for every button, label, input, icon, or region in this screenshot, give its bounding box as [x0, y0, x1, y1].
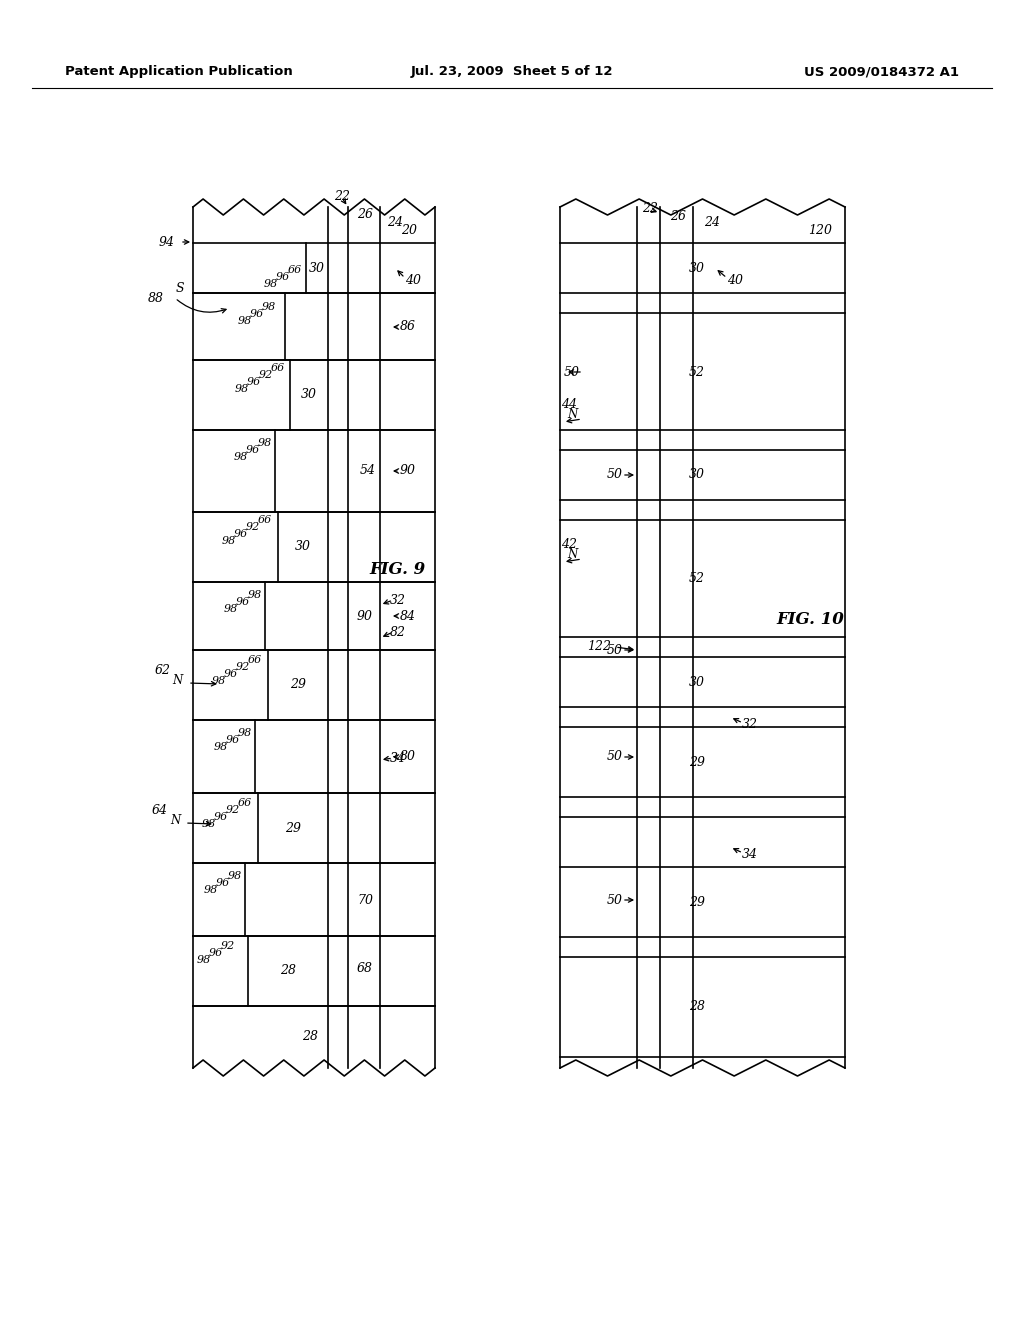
- Text: 29: 29: [285, 821, 301, 834]
- Text: 42: 42: [561, 539, 577, 552]
- Text: 50: 50: [607, 894, 623, 907]
- Text: 52: 52: [689, 366, 705, 379]
- Text: 32: 32: [390, 594, 406, 606]
- Text: N: N: [170, 813, 180, 826]
- Text: 44: 44: [561, 399, 577, 412]
- Text: 28: 28: [689, 1001, 705, 1014]
- Text: 26: 26: [357, 209, 373, 222]
- Text: 96: 96: [246, 445, 260, 455]
- Text: 98: 98: [204, 884, 218, 895]
- Text: N: N: [567, 549, 578, 561]
- Text: 98: 98: [238, 315, 252, 326]
- Text: 98: 98: [262, 302, 276, 312]
- Text: FIG. 9: FIG. 9: [370, 561, 426, 578]
- Text: 22: 22: [642, 202, 658, 214]
- Text: 62: 62: [155, 664, 171, 676]
- Text: Patent Application Publication: Patent Application Publication: [65, 66, 293, 78]
- Text: 92: 92: [236, 663, 250, 672]
- Text: 66: 66: [238, 799, 252, 808]
- Text: 50: 50: [607, 644, 623, 656]
- Text: 98: 98: [264, 279, 279, 289]
- Text: 22: 22: [334, 190, 350, 202]
- Text: 26: 26: [670, 210, 686, 223]
- Text: 84: 84: [400, 610, 416, 623]
- Text: 66: 66: [271, 363, 285, 374]
- Text: 96: 96: [236, 597, 250, 607]
- Text: 98: 98: [224, 605, 239, 614]
- Text: FIG. 10: FIG. 10: [776, 611, 844, 628]
- Text: 29: 29: [290, 678, 306, 692]
- Text: 54: 54: [360, 465, 376, 478]
- Text: Jul. 23, 2009  Sheet 5 of 12: Jul. 23, 2009 Sheet 5 of 12: [411, 66, 613, 78]
- Text: 30: 30: [689, 469, 705, 482]
- Text: 90: 90: [400, 465, 416, 478]
- Text: 28: 28: [302, 1031, 318, 1044]
- Text: 20: 20: [401, 223, 417, 236]
- Text: N: N: [172, 673, 182, 686]
- Text: 82: 82: [390, 626, 406, 639]
- Text: 98: 98: [238, 729, 252, 738]
- Text: 92: 92: [226, 805, 240, 814]
- Text: 66: 66: [258, 515, 272, 525]
- Text: 98: 98: [202, 818, 216, 829]
- Text: 92: 92: [221, 941, 236, 950]
- Text: 98: 98: [214, 742, 228, 752]
- Text: 98: 98: [228, 871, 242, 880]
- Text: 92: 92: [246, 521, 260, 532]
- Text: 50: 50: [607, 751, 623, 763]
- Text: 32: 32: [742, 718, 758, 731]
- Text: 98: 98: [248, 590, 262, 601]
- Text: 96: 96: [250, 309, 264, 319]
- Text: S: S: [176, 282, 184, 296]
- Text: 40: 40: [727, 273, 743, 286]
- Text: 122: 122: [587, 640, 611, 653]
- Text: 30: 30: [689, 261, 705, 275]
- Text: 52: 52: [689, 573, 705, 586]
- Text: 96: 96: [247, 378, 261, 387]
- Text: 34: 34: [742, 849, 758, 862]
- Text: 98: 98: [233, 451, 248, 462]
- Text: 30: 30: [689, 676, 705, 689]
- Text: 86: 86: [400, 321, 416, 334]
- Text: 94: 94: [159, 235, 175, 248]
- Text: 29: 29: [689, 755, 705, 768]
- Text: 120: 120: [808, 223, 831, 236]
- Text: US 2009/0184372 A1: US 2009/0184372 A1: [804, 66, 959, 78]
- Text: 50: 50: [564, 366, 580, 379]
- Text: 98: 98: [234, 384, 249, 393]
- Text: 98: 98: [258, 438, 272, 447]
- Text: 96: 96: [216, 878, 230, 888]
- Text: 68: 68: [357, 961, 373, 974]
- Text: 98: 98: [197, 954, 211, 965]
- Text: 24: 24: [387, 215, 403, 228]
- Text: 40: 40: [406, 273, 421, 286]
- Text: 96: 96: [226, 735, 240, 744]
- Text: 90: 90: [357, 610, 373, 623]
- Text: 64: 64: [152, 804, 168, 817]
- Text: 98: 98: [222, 536, 237, 546]
- Text: 66: 66: [248, 655, 262, 665]
- Text: 96: 96: [209, 948, 223, 958]
- Text: 96: 96: [275, 272, 290, 282]
- Text: 96: 96: [233, 529, 248, 539]
- Text: 50: 50: [607, 469, 623, 482]
- Text: 70: 70: [357, 894, 373, 907]
- Text: 30: 30: [301, 388, 317, 401]
- Text: 28: 28: [280, 965, 296, 978]
- Text: 34: 34: [390, 751, 406, 764]
- Text: 98: 98: [212, 676, 226, 686]
- Text: 30: 30: [309, 261, 325, 275]
- Text: 30: 30: [295, 540, 311, 553]
- Text: 96: 96: [214, 812, 228, 822]
- Text: N: N: [567, 408, 578, 421]
- Text: 96: 96: [224, 669, 239, 678]
- Text: 66: 66: [288, 265, 302, 275]
- Text: 24: 24: [705, 216, 720, 230]
- Text: 29: 29: [689, 895, 705, 908]
- Text: 92: 92: [259, 370, 273, 380]
- Text: 88: 88: [148, 292, 164, 305]
- Text: 80: 80: [400, 751, 416, 763]
